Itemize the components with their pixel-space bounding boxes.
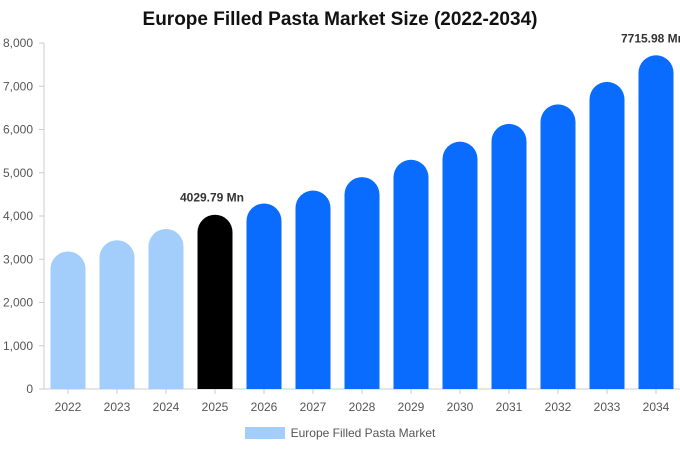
bar-2022 xyxy=(50,251,86,389)
x-tick-label: 2029 xyxy=(398,400,425,414)
bar-2033 xyxy=(589,81,625,390)
bar-2026 xyxy=(246,203,282,389)
x-tick-label: 2031 xyxy=(496,400,523,414)
bar-2023 xyxy=(99,240,135,389)
x-axis: 2022 2023 2024 2025 2026 2027 2028 2029 2030 2031… xyxy=(44,388,680,414)
data-labels-group: 4029.79 Mn 7715.98 Mn xyxy=(180,31,680,204)
y-tick-label: 7,000 xyxy=(3,79,33,93)
y-tick-label: 0 xyxy=(26,382,33,396)
x-tick-label: 2027 xyxy=(300,400,327,414)
legend-label: Europe Filled Pasta Market xyxy=(290,426,436,440)
x-tick-label: 2032 xyxy=(545,400,572,414)
y-tick-label: 2,000 xyxy=(3,296,33,310)
y-tick-label: 1,000 xyxy=(3,339,33,353)
y-axis: 0 1,000 2,000 3,000 4,000 5,000 6,000 7,000 8,00… xyxy=(3,36,45,396)
bar-2025 xyxy=(197,214,233,389)
bar-2028 xyxy=(344,177,380,389)
y-tick-label: 8,000 xyxy=(3,36,33,50)
y-tick-label: 5,000 xyxy=(3,166,33,180)
bar-2034 xyxy=(638,55,674,389)
y-tick-label: 6,000 xyxy=(3,123,33,137)
legend: Europe Filled Pasta Market xyxy=(0,426,680,440)
x-tick-label: 2026 xyxy=(251,400,278,414)
x-tick-label: 2023 xyxy=(104,400,131,414)
bar-2031 xyxy=(491,123,527,389)
bars-group xyxy=(50,55,674,390)
y-tick-label: 3,000 xyxy=(3,252,33,266)
x-tick-label: 2028 xyxy=(349,400,376,414)
bar-2032 xyxy=(540,104,576,389)
bar-2027 xyxy=(295,190,331,389)
x-tick-label: 2030 xyxy=(447,400,474,414)
bar-2030 xyxy=(442,141,478,389)
x-tick-label: 2022 xyxy=(55,400,82,414)
bar-2024 xyxy=(148,228,184,389)
chart-title: Europe Filled Pasta Market Size (2022-20… xyxy=(142,9,538,30)
data-label-2025: 4029.79 Mn xyxy=(180,191,244,205)
x-tick-label: 2034 xyxy=(643,400,670,414)
legend-swatch xyxy=(244,427,285,439)
x-tick-label: 2025 xyxy=(202,400,229,414)
y-tick-label: 4,000 xyxy=(3,209,33,223)
x-tick-label: 2024 xyxy=(153,400,180,414)
data-label-2034: 7715.98 Mn xyxy=(621,31,680,45)
bar-2029 xyxy=(393,159,429,389)
x-tick-label: 2033 xyxy=(594,400,621,414)
